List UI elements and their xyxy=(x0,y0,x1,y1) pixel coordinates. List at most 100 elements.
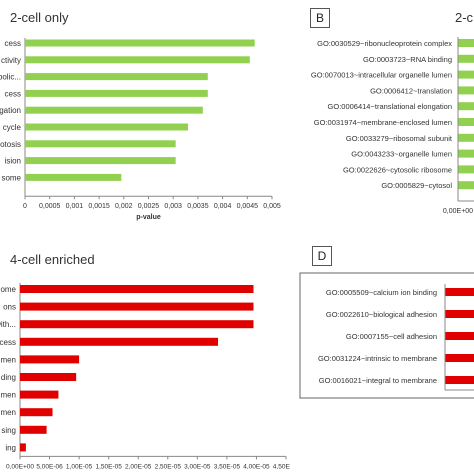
panel-b-letter: B xyxy=(310,8,330,28)
x-tick-label: 2,00E-05 xyxy=(125,463,152,470)
x-tick-label: 1,00E-05 xyxy=(66,463,93,470)
x-tick-label: 0,0025 xyxy=(138,203,160,210)
category-label: ision xyxy=(5,157,21,166)
bar xyxy=(458,86,474,95)
category-label: ing xyxy=(5,443,16,452)
x-tick-label: 0,0005 xyxy=(39,203,61,210)
bar xyxy=(25,140,176,148)
bar xyxy=(25,56,250,64)
panel-c: 4-cell enriched ome ons with... cess men ding… xyxy=(0,240,290,474)
bar xyxy=(445,310,474,318)
bar xyxy=(20,320,254,329)
category-label: GO:0016021~integral to membrane xyxy=(319,376,437,385)
x-axis-label: p-value xyxy=(136,214,161,221)
x-tick-label: 4,50E-05 xyxy=(273,463,290,470)
panel-b: B 2-c GO:0030529~ribonucleoprotein compl… xyxy=(290,0,474,240)
category-label: men xyxy=(0,408,16,417)
category-label: GO:0005509~calcium ion binding xyxy=(326,288,437,297)
category-label: GO:0003723~RNA binding xyxy=(363,55,452,64)
x-tick-label: 0,003 xyxy=(164,203,182,210)
bar xyxy=(458,70,474,79)
category-label: bolic... xyxy=(0,73,21,82)
chart-frame xyxy=(299,272,474,399)
bar xyxy=(20,408,53,417)
bar xyxy=(20,337,219,346)
category-label: men xyxy=(0,391,16,400)
category-label: cess xyxy=(5,89,21,98)
bar xyxy=(458,149,474,158)
x-tick-label: 0,001 xyxy=(66,203,84,210)
bar xyxy=(25,89,208,97)
category-label: ons xyxy=(3,303,16,312)
category-label: men xyxy=(0,355,16,364)
x-tick-label: 2,50E-05 xyxy=(155,463,182,470)
category-label: with... xyxy=(0,320,16,329)
x-tick-label: 4,00E-05 xyxy=(243,463,270,470)
x-tick-label: 0,00E+00 xyxy=(6,463,34,470)
bar xyxy=(25,157,176,165)
bar xyxy=(458,165,474,174)
category-label: cycle xyxy=(3,123,22,132)
panel-a: 2-cell only cess ctivity bolic... cess gatio… xyxy=(0,0,290,225)
category-label: ome xyxy=(0,285,16,294)
x-tick-label: 3,50E-05 xyxy=(214,463,241,470)
panel-d-chart: GO:0005509~calcium ion binding GO:0022610… xyxy=(299,272,474,399)
bar xyxy=(458,54,474,63)
category-label: cess xyxy=(0,338,16,347)
bar xyxy=(445,376,474,384)
category-label: GO:0030529~ribonucleoprotein complex xyxy=(317,39,452,48)
category-label: GO:0031224~intrinsic to membrane xyxy=(318,354,437,363)
x-tick-label: 0,004 xyxy=(214,203,232,210)
bar xyxy=(25,39,255,47)
x-tick-label: 3,00E-05 xyxy=(184,463,211,470)
x-tick-label: 5,00E-06 xyxy=(36,463,63,470)
bar xyxy=(445,332,474,340)
panel-d: D GO:0005509~calcium ion binding GO:00226… xyxy=(290,240,474,474)
category-label: ctivity xyxy=(1,56,21,65)
panel-a-title: 2-cell only xyxy=(10,10,69,25)
bar xyxy=(458,181,474,190)
panel-c-title: 4-cell enriched xyxy=(10,252,95,267)
category-label: GO:0006414~translational elongation xyxy=(328,102,452,111)
bar xyxy=(458,39,474,47)
panel-b-title: 2-c xyxy=(455,10,474,25)
panel-c-chart: ome ons with... cess men ding men men sing ing 0,0… xyxy=(0,283,290,470)
category-label: GO:0043233~organelle lumen xyxy=(351,150,452,159)
bar xyxy=(25,123,189,131)
bar xyxy=(20,443,26,452)
panel-a-chart: cess ctivity bolic... cess gation cycle otosis… xyxy=(0,38,281,221)
x-tick-label: 1,50E-05 xyxy=(95,463,122,470)
category-label: some xyxy=(1,173,21,182)
x-tick-label: 0,0045 xyxy=(237,203,259,210)
panel-d-letter: D xyxy=(312,246,332,266)
bar xyxy=(445,288,474,296)
category-label: GO:0005829~cytosol xyxy=(381,181,452,190)
bar xyxy=(20,355,80,364)
bar xyxy=(458,102,474,111)
bar xyxy=(20,390,59,399)
bar xyxy=(458,133,474,142)
category-label: GO:0006412~translation xyxy=(370,86,452,95)
bar xyxy=(20,302,254,311)
category-label: cess xyxy=(5,39,21,48)
x-tick-label: 0,00E+00 xyxy=(443,208,473,215)
bar xyxy=(445,354,474,362)
x-tick-label: 0,0035 xyxy=(187,203,209,210)
category-label: gation xyxy=(0,106,21,115)
bar xyxy=(20,285,254,293)
x-tick-label: 0,0015 xyxy=(88,203,110,210)
category-label: GO:0022626~cytosolic ribosome xyxy=(343,165,452,174)
category-label: GO:0070013~intracellular organelle lumen xyxy=(311,71,452,80)
panel-b-chart: GO:0030529~ribonucleoprotein complex GO:0… xyxy=(311,37,474,215)
bar xyxy=(25,173,122,181)
category-label: GO:0022610~biological adhesion xyxy=(326,310,437,319)
category-label: GO:0031974~membrane-enclosed lumen xyxy=(314,118,452,127)
category-label: ding xyxy=(1,373,16,382)
x-tick-label: 0,002 xyxy=(115,203,133,210)
category-label: sing xyxy=(1,426,16,435)
bar xyxy=(25,73,208,81)
category-label: GO:0007155~cell adhesion xyxy=(346,332,437,341)
bar xyxy=(25,106,203,114)
category-label: GO:0033279~ribosomal subunit xyxy=(346,134,453,143)
bar xyxy=(458,118,474,126)
